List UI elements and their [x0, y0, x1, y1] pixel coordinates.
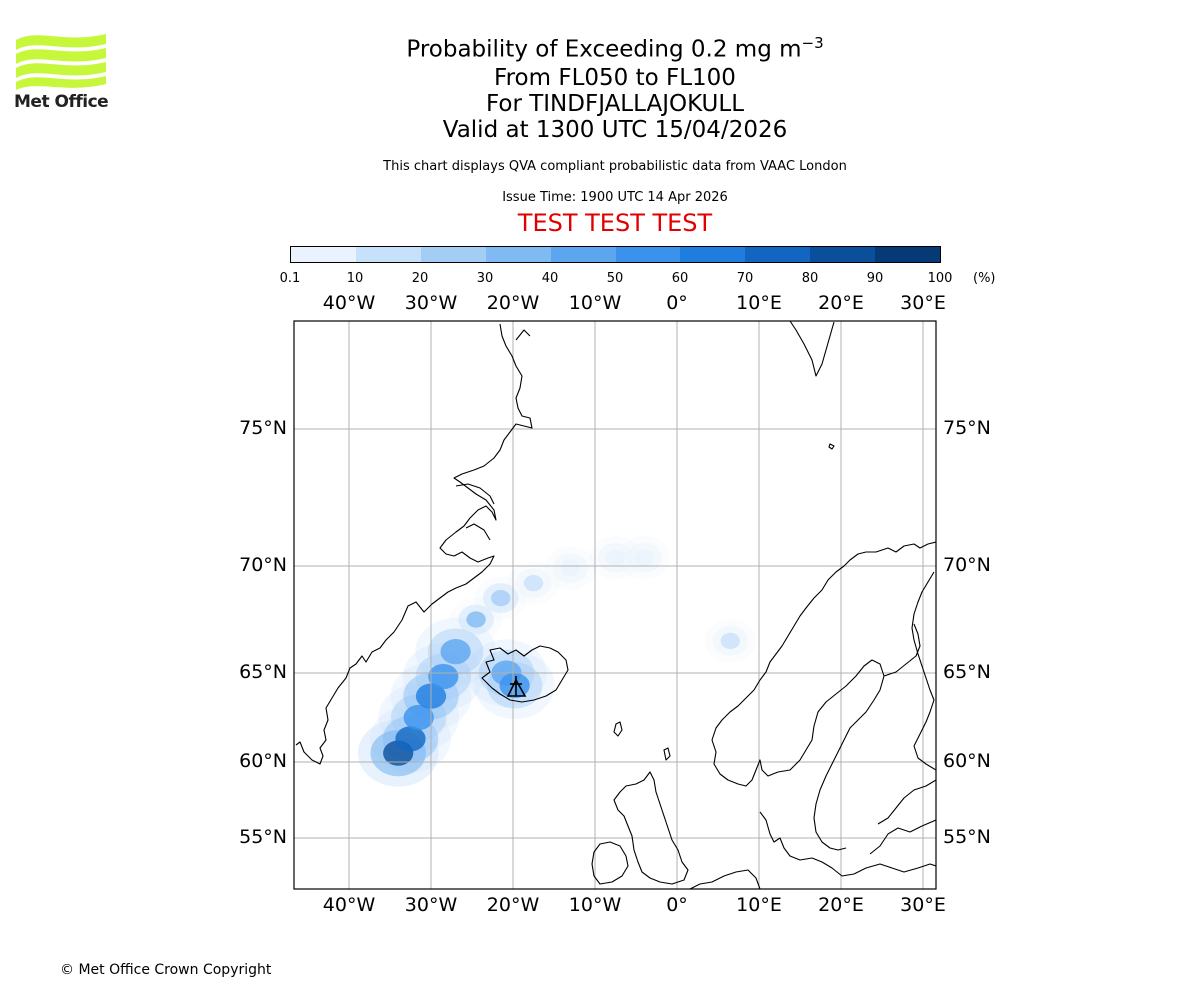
lon-label-top: 30°E: [900, 292, 946, 314]
chart-title-exponent: −3: [801, 34, 824, 52]
volcano-name: For TINDFJALLAJOKULL: [485, 90, 745, 117]
colorbar-unit: (%): [973, 271, 996, 286]
colorbar-segment: [550, 247, 616, 262]
plume-cell: [395, 726, 426, 752]
lat-label-left: 70°N: [239, 554, 287, 576]
colorbar-segment: [355, 247, 421, 262]
lon-label-bottom: 10°E: [736, 894, 782, 916]
colorbar-segment: [875, 247, 941, 262]
coastlines: [295, 321, 936, 889]
lon-label-bottom: 0°: [666, 894, 688, 916]
lon-label-top: 10°W: [568, 292, 622, 314]
lon-label-top: 40°W: [322, 292, 376, 314]
plume-cell: [560, 560, 581, 577]
lat-label-left: 75°N: [239, 417, 287, 439]
lon-label-top: 0°: [666, 292, 688, 314]
plume-cell: [440, 639, 471, 665]
copyright: © Met Office Crown Copyright: [60, 962, 272, 978]
greenland-coast: [295, 323, 533, 765]
colorbar-segment: [745, 247, 811, 262]
issue-time: Issue Time: 1900 UTC 14 Apr 2026: [502, 189, 728, 205]
colorbar-tick-label: 90: [866, 271, 884, 286]
logo-text: Met Office: [14, 92, 109, 112]
lon-label-bottom: 40°W: [322, 894, 376, 916]
colorbar-tick-label: 40: [541, 271, 559, 286]
colorbar-segment: [485, 247, 551, 262]
map-background: [294, 321, 936, 889]
ireland-coast: [591, 841, 629, 885]
colorbar-tick-label: 80: [801, 271, 819, 286]
plume-cell: [428, 663, 459, 690]
chart-title-text: Probability of Exceeding 0.2 mg m: [406, 36, 802, 63]
lat-label-right: 70°N: [943, 554, 991, 576]
colorbar: [290, 246, 941, 263]
map-frame: [293, 320, 937, 890]
colorbar-tick-label: 100: [927, 271, 953, 286]
colorbar-tick-label: 30: [476, 271, 494, 286]
plume-cell: [490, 590, 511, 607]
plume-cell: [720, 632, 741, 650]
lon-label-bottom: 20°E: [818, 894, 864, 916]
lon-label-bottom: 30°W: [404, 894, 458, 916]
lon-label-bottom: 20°W: [486, 894, 540, 916]
plume-cell: [403, 704, 434, 731]
colorbar-segment: [680, 247, 746, 262]
lat-label-right: 65°N: [943, 661, 991, 683]
title-block: Probability of Exceeding 0.2 mg m−3 From…: [300, 28, 930, 237]
iceland-coast: [481, 645, 569, 703]
uk-coast: [613, 771, 689, 885]
plume-cell: [605, 549, 626, 566]
lat-label-left: 65°N: [239, 661, 287, 683]
colorbar-tick-label: 20: [411, 271, 429, 286]
test-banner: TEST TEST TEST: [517, 208, 713, 237]
lat-label-right: 55°N: [943, 826, 991, 848]
plume-cell: [499, 672, 530, 699]
colorbar-segment: [615, 247, 681, 262]
flight-levels: From FL050 to FL100: [494, 64, 736, 91]
plume-cell: [523, 575, 544, 592]
lat-label-left: 60°N: [239, 750, 287, 772]
scandinavia-coast: [711, 541, 936, 851]
graticule: [294, 321, 936, 889]
volcano-triangle-icon: [506, 676, 527, 697]
lon-label-top: 30°W: [404, 292, 458, 314]
lat-label-left: 55°N: [239, 826, 287, 848]
lat-label-right: 75°N: [943, 417, 991, 439]
colorbar-segment: [291, 247, 356, 262]
plume-cell: [466, 611, 486, 628]
colorbar-tick-label: 60: [671, 271, 689, 286]
colorbar-tick-label: 70: [736, 271, 754, 286]
plume-cell: [634, 549, 654, 566]
svalbard-coast: [789, 321, 835, 377]
colorbar-tick-label: 0.1: [279, 271, 301, 286]
lon-label-top: 20°W: [486, 292, 540, 314]
lat-label-right: 60°N: [943, 750, 991, 772]
colorbar-tick-label: 50: [606, 271, 624, 286]
lon-label-bottom: 10°W: [568, 894, 622, 916]
chart-title: Probability of Exceeding 0.2 mg m−3: [300, 28, 930, 65]
chart-description: This chart displays QVA compliant probab…: [383, 158, 847, 174]
valid-time: Valid at 1300 UTC 15/04/2026: [442, 116, 788, 143]
met-office-waves-icon: [16, 34, 106, 90]
colorbar-tick-label: 10: [346, 271, 364, 286]
colorbar-segment: [420, 247, 486, 262]
colorbar-segment: [810, 247, 876, 262]
lon-label-bottom: 30°E: [900, 894, 946, 916]
lon-label-top: 20°E: [818, 292, 864, 314]
lon-label-top: 10°E: [736, 292, 782, 314]
